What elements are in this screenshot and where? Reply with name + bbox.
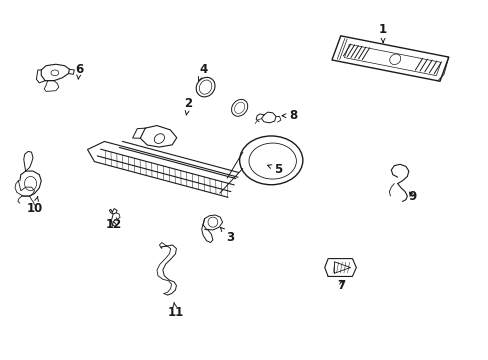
Text: 7: 7 xyxy=(337,279,345,292)
Text: 3: 3 xyxy=(220,228,233,244)
Text: 9: 9 xyxy=(407,190,415,203)
Text: 6: 6 xyxy=(75,63,83,79)
Text: 8: 8 xyxy=(282,109,297,122)
Text: 12: 12 xyxy=(106,218,122,231)
Text: 2: 2 xyxy=(184,97,192,115)
Text: 1: 1 xyxy=(378,23,386,42)
Text: 4: 4 xyxy=(198,63,207,81)
Text: 10: 10 xyxy=(26,197,42,215)
Text: 5: 5 xyxy=(267,163,282,176)
Text: 11: 11 xyxy=(167,303,183,319)
